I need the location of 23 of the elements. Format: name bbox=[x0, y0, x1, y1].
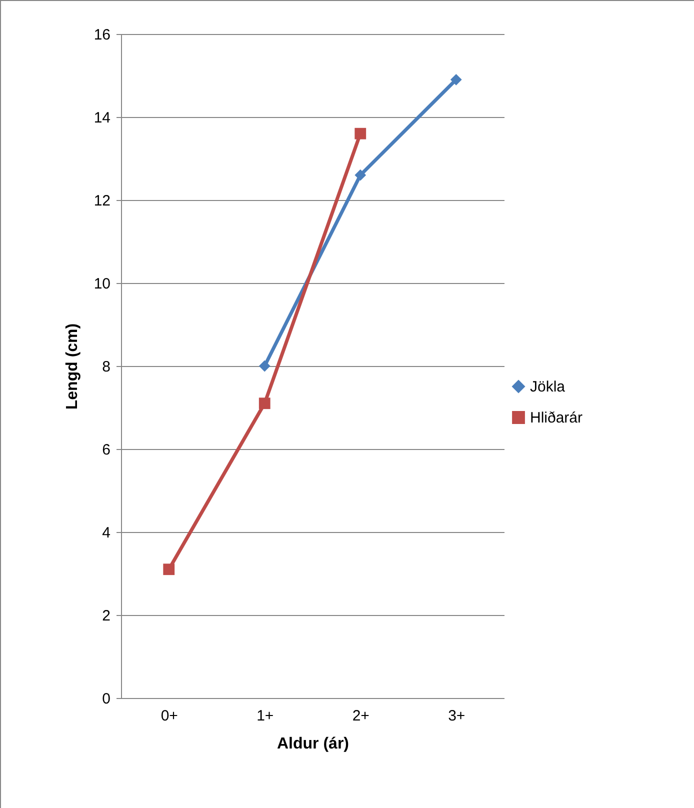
legend-label: Hliðarár bbox=[530, 410, 583, 426]
point bbox=[258, 398, 270, 410]
y-tick-label: 4 bbox=[102, 524, 110, 542]
x-tick-label: 0+ bbox=[160, 708, 178, 724]
point bbox=[354, 128, 366, 140]
y-tick-label: 10 bbox=[94, 276, 110, 292]
x-axis-title: Aldur (ár) bbox=[277, 736, 349, 752]
x-tick-label: 3+ bbox=[448, 708, 466, 724]
y-axis-title: Lengd (cm) bbox=[64, 323, 81, 410]
y-tick-label: 6 bbox=[102, 442, 110, 458]
y-tick-label: 0 bbox=[102, 690, 110, 708]
legend-label: Jökla bbox=[530, 378, 566, 396]
point bbox=[163, 564, 175, 576]
point bbox=[354, 169, 366, 181]
y-tick-label: 8 bbox=[102, 358, 110, 376]
point bbox=[450, 74, 462, 86]
x-tick-label: 1+ bbox=[256, 708, 274, 724]
point bbox=[258, 360, 270, 372]
y-tick-label: 2 bbox=[102, 608, 110, 624]
y-tick-label: 14 bbox=[94, 110, 110, 126]
y-tick-label: 12 bbox=[94, 192, 110, 210]
x-tick-label: 2+ bbox=[352, 708, 370, 724]
y-tick-label: 16 bbox=[94, 26, 110, 44]
